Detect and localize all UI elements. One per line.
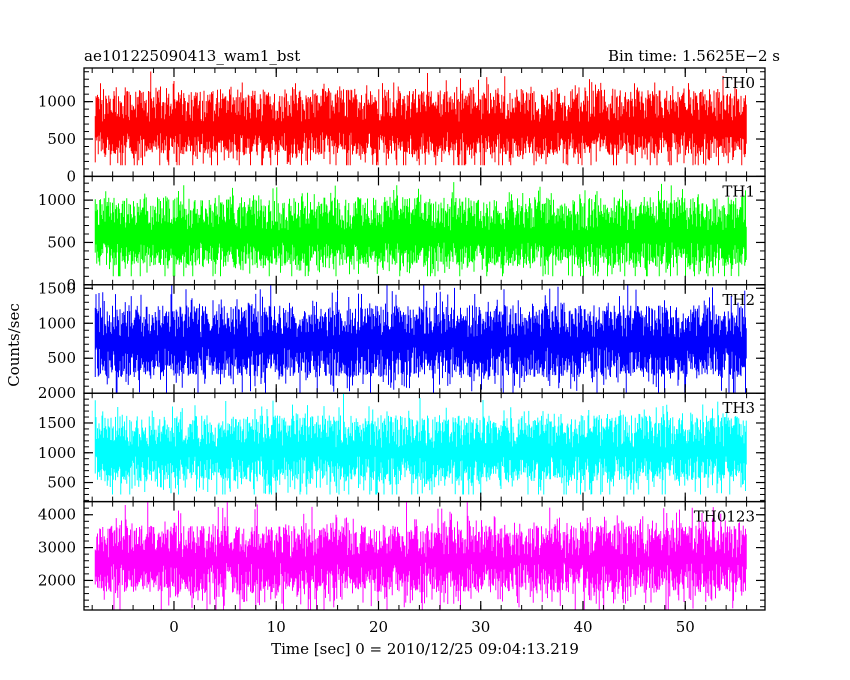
panel-label: TH2 (722, 291, 755, 309)
y-tick-label: 1500 (38, 414, 76, 432)
y-tick-label: 500 (47, 130, 76, 148)
y-tick-label: 1000 (38, 314, 76, 332)
y-tick-label: 1000 (38, 191, 76, 209)
y-tick-label: 500 (47, 349, 76, 367)
y-tick-label: 1500 (38, 279, 76, 297)
y-tick-label: 0 (66, 167, 76, 185)
y-tick-label: 1000 (38, 444, 76, 462)
y-tick-label: 2000 (38, 571, 76, 589)
y-tick-label: 500 (47, 233, 76, 251)
panel-label: TH0123 (694, 508, 755, 526)
figure-title-right: Bin time: 1.5625E−2 s (608, 47, 780, 65)
x-tick-label: 50 (676, 618, 695, 636)
y-tick-label: 1000 (38, 93, 76, 111)
series-line-th3 (94, 393, 747, 495)
x-tick-label: 10 (267, 618, 286, 636)
y-tick-label: 4000 (38, 506, 76, 524)
x-tick-label: 30 (471, 618, 490, 636)
panel-th3: 500 1000 1500 2000 TH3 (38, 384, 766, 503)
y-tick-label: 3000 (38, 539, 76, 557)
series-line-th0123 (94, 501, 747, 610)
series-line-th2 (94, 284, 747, 394)
x-tick-label: 0 (169, 618, 179, 636)
y-tick-label: 500 (47, 474, 76, 492)
panel-th2: 500 1000 1500 TH2 (38, 279, 766, 394)
panel-th0: 0 500 1000 TH0 (38, 67, 766, 185)
panel-frame (83, 500, 766, 611)
panel-label: TH1 (722, 182, 755, 200)
figure-title-left: ae101225090413_wam1_bst (84, 47, 300, 65)
x-axis-label: Time [sec] 0 = 2010/12/25 09:04:13.219 (271, 640, 579, 658)
panel-label: TH0 (722, 74, 755, 92)
y-axis-label: Counts/sec (5, 303, 23, 387)
panel-label: TH3 (722, 399, 755, 417)
y-tick-label: 2000 (38, 384, 76, 402)
panel-th1: 0 500 1000 TH1 (38, 175, 766, 294)
panel-th0123: 2000 3000 4000 TH0123 (38, 500, 766, 611)
series-line-th0 (94, 71, 747, 166)
x-tick-label: 20 (369, 618, 388, 636)
x-tick-label: 40 (573, 618, 592, 636)
y-tick-label: 0 (66, 276, 76, 294)
series-line-th1 (94, 182, 747, 277)
